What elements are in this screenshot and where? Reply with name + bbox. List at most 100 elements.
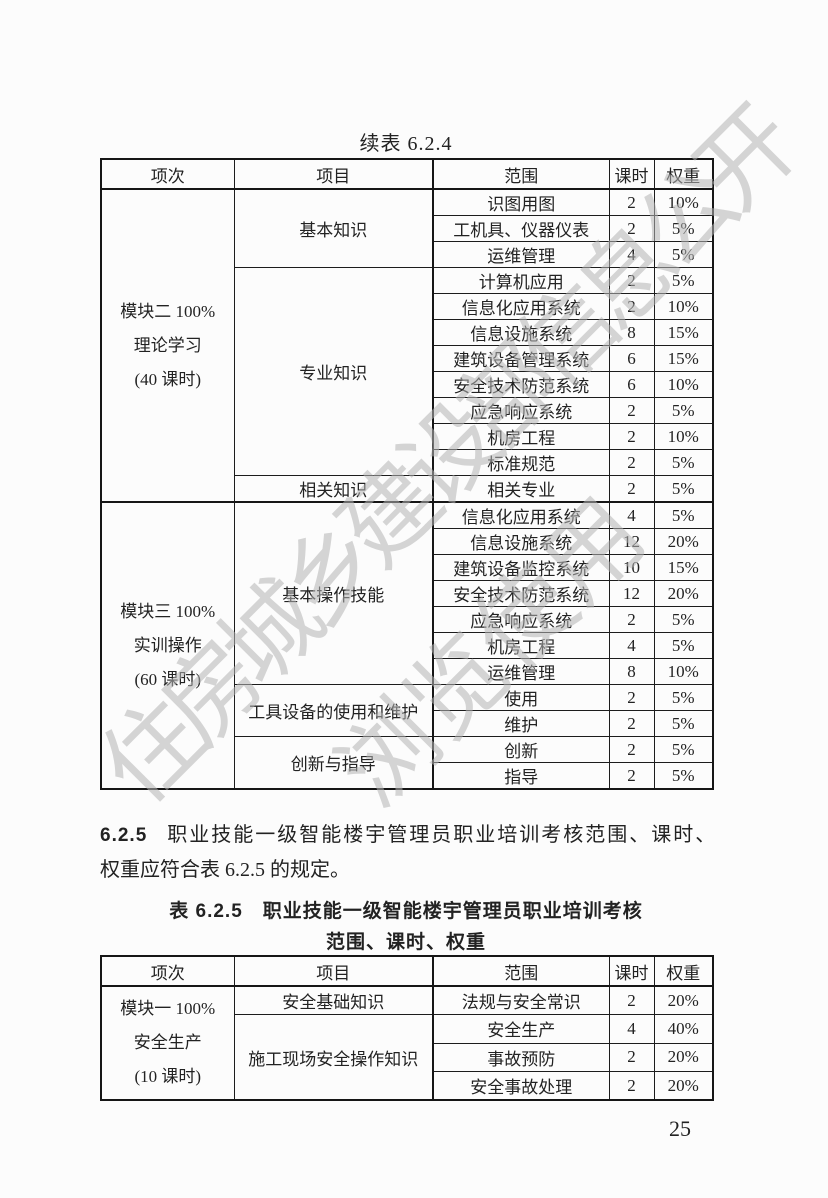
scope-cell: 使用: [432, 684, 610, 711]
scope-cell: 创新: [432, 736, 610, 763]
table-row: 安全事故处理 2 20%: [101, 1071, 714, 1101]
table-row: 机房工程 2 10%: [101, 423, 714, 450]
table-row: 模块三 100% 实训操作 (60 课时) 基本操作技能 信息化应用系统 4 5…: [100, 501, 714, 790]
table-row: 相关知识 相关专业 2 5%: [101, 475, 714, 503]
hours-cell: 2: [608, 736, 655, 763]
group-cell-tools-use-maintenance: 工具设备的使用和维护: [233, 684, 434, 737]
module-3-cell: 模块三 100% 实训操作 (60 课时): [100, 501, 235, 790]
scope-cell: 计算机应用: [432, 267, 610, 294]
clause-number: 6.2.5: [100, 825, 148, 846]
weight-cell: 5%: [653, 684, 714, 711]
scope-cell: 建筑设备管理系统: [432, 345, 610, 372]
table-row: 建筑设备监控系统 10 15%: [101, 554, 714, 581]
weight-cell: 20%: [653, 580, 714, 607]
group-cell-site-safety-operation: 施工现场安全操作知识: [233, 1014, 434, 1101]
group-cell-basic-operation-skills: 基本操作技能: [233, 501, 434, 685]
table-row: 建筑设备管理系统 6 15%: [101, 345, 714, 372]
hours-cell: 4: [608, 241, 655, 268]
scope-cell: 机房工程: [432, 632, 610, 659]
hours-cell: 6: [608, 345, 655, 372]
module-2-line1: 模块二 100%: [120, 301, 216, 321]
table-row: 信息设施系统 12 20%: [101, 528, 714, 555]
table-2-caption-line-1: 表 6.2.5 职业技能一级智能楼宇管理员职业培训考核: [169, 901, 643, 922]
column-header-hours: 课时: [608, 158, 655, 190]
scope-cell: 机房工程: [432, 423, 610, 450]
scope-cell: 识图用图: [432, 188, 610, 216]
hours-cell: 2: [608, 397, 655, 424]
table-row: 信息化应用系统 2 10%: [101, 293, 714, 320]
column-header-project: 项目: [233, 158, 434, 190]
module-3-line1: 模块三 100%: [120, 601, 216, 621]
weight-cell: 5%: [653, 241, 714, 268]
scope-cell: 应急响应系统: [432, 606, 610, 633]
scope-cell: 建筑设备监控系统: [432, 554, 610, 581]
weight-cell: 10%: [653, 371, 714, 398]
table-row: 事故预防 2 20%: [101, 1042, 714, 1073]
hours-cell: 2: [608, 188, 655, 216]
hours-cell: 2: [608, 449, 655, 476]
weight-cell: 10%: [653, 423, 714, 450]
scope-cell: 指导: [432, 762, 610, 790]
scope-cell: 事故预防: [432, 1042, 610, 1073]
weight-cell: 5%: [653, 736, 714, 763]
column-header-weight: 权重: [653, 955, 714, 987]
module-3-line3: (60 课时): [134, 669, 202, 689]
hours-cell: 2: [608, 1042, 655, 1073]
table-2-caption-line-2: 范围、课时、权重: [325, 932, 486, 953]
weight-cell: 40%: [653, 1014, 714, 1044]
scope-cell: 信息设施系统: [432, 528, 610, 555]
table-header-row: 项次 项目 范围 课时 权重: [100, 955, 714, 987]
scope-cell: 信息设施系统: [432, 319, 610, 346]
table-row: 工机具、仪器仪表 2 5%: [101, 215, 714, 242]
clause-text-line-1: 职业技能一级智能楼宇管理员职业培训考核范围、课时、: [167, 824, 718, 846]
scope-cell: 安全事故处理: [432, 1071, 610, 1101]
scope-cell: 安全技术防范系统: [432, 580, 610, 607]
table-row: 专业知识 计算机应用 2 5%: [101, 267, 714, 476]
hours-cell: 2: [608, 475, 655, 503]
module-2-line3: (40 课时): [134, 369, 202, 389]
hours-cell: 2: [608, 710, 655, 737]
group-cell-basic-knowledge: 基本知识: [233, 188, 434, 268]
hours-cell: 2: [608, 423, 655, 450]
weight-cell: 20%: [653, 1071, 714, 1101]
module-1-line1: 模块一 100%: [120, 999, 216, 1019]
module-1-cell: 模块一 100% 安全生产 (10 课时): [100, 985, 235, 1101]
weight-cell: 5%: [653, 267, 714, 294]
weight-cell: 10%: [653, 293, 714, 320]
column-header-scope: 范围: [432, 158, 610, 190]
scope-cell: 标准规范: [432, 449, 610, 476]
weight-cell: 5%: [653, 606, 714, 633]
scope-cell: 运维管理: [432, 658, 610, 685]
scope-cell: 运维管理: [432, 241, 610, 268]
scope-cell: 工机具、仪器仪表: [432, 215, 610, 242]
column-header-scope: 范围: [432, 955, 610, 987]
hours-cell: 2: [608, 762, 655, 790]
module-3-line2: 实训操作: [133, 635, 202, 655]
weight-cell: 10%: [653, 658, 714, 685]
table-row: 运维管理 8 10%: [101, 658, 714, 685]
scope-cell: 安全生产: [432, 1014, 610, 1044]
hours-cell: 8: [608, 658, 655, 685]
weight-cell: 5%: [653, 449, 714, 476]
weight-cell: 15%: [653, 319, 714, 346]
table-row: 标准规范 2 5%: [101, 449, 714, 476]
clause-line-1: 6.2.5 职业技能一级智能楼宇管理员职业培训考核范围、课时、: [100, 818, 718, 853]
weight-cell: 20%: [653, 1042, 714, 1073]
scope-cell: 法规与安全常识: [432, 985, 610, 1016]
table-row: 模块二 100% 理论学习 (40 课时) 基本知识 识图用图 2 10%: [100, 188, 714, 503]
table-row: 工具设备的使用和维护 使用 2 5%: [101, 684, 714, 737]
weight-cell: 5%: [653, 397, 714, 424]
table-1-caption: 续表 6.2.4: [359, 133, 453, 155]
scope-cell: 信息化应用系统: [432, 501, 610, 529]
weight-cell: 5%: [653, 501, 714, 529]
weight-cell: 5%: [653, 475, 714, 503]
column-header-item: 项次: [100, 955, 235, 987]
clause-paragraph: 6.2.5 职业技能一级智能楼宇管理员职业培训考核范围、课时、 权重应符合表 6.…: [100, 818, 718, 887]
hours-cell: 4: [608, 1014, 655, 1044]
scope-cell: 信息化应用系统: [432, 293, 610, 320]
module-2-line2: 理论学习: [133, 335, 202, 355]
column-header-item: 项次: [100, 158, 235, 190]
group-cell-professional-knowledge: 专业知识: [233, 267, 434, 476]
hours-cell: 12: [608, 528, 655, 555]
group-cell-safety-basic-knowledge: 安全基础知识: [233, 985, 434, 1016]
